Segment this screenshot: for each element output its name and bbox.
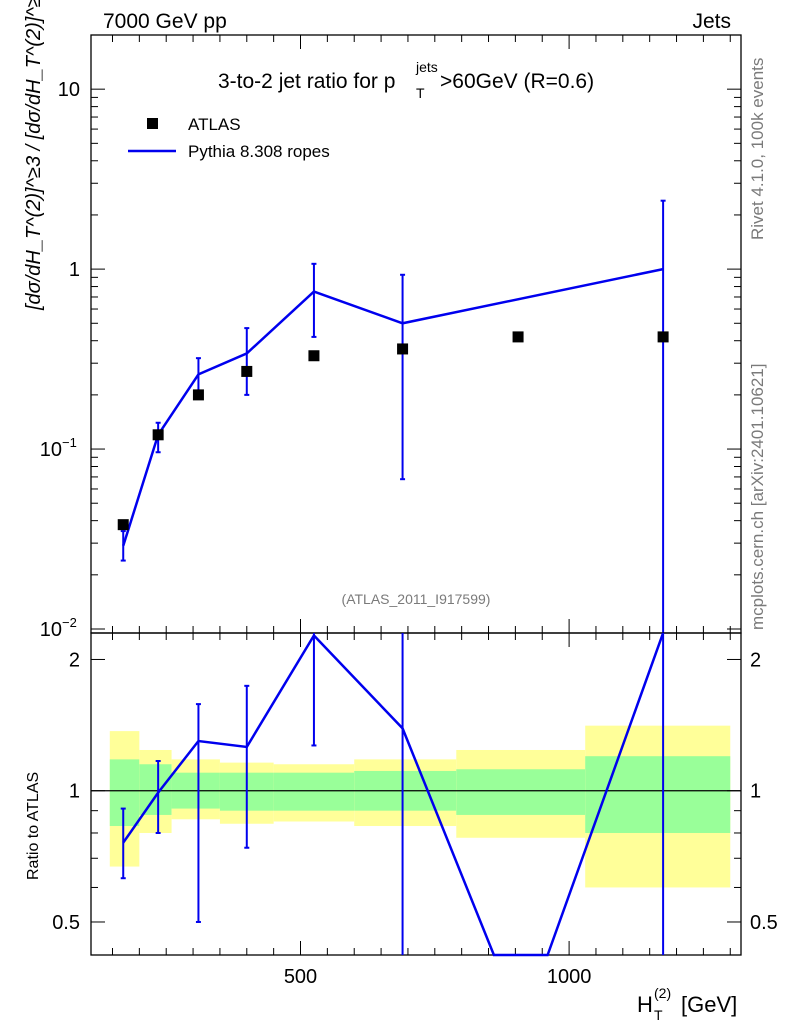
atlas-point	[117, 519, 129, 531]
rivet-info: Rivet 4.1.0, 100k events	[748, 58, 767, 240]
ratio-ytick-label: 1	[69, 781, 80, 803]
xlabel-unit: [GeV]	[681, 992, 737, 1017]
atlas-point	[308, 350, 320, 362]
atlas-point	[512, 331, 524, 343]
plot-title: 3-to-2 jet ratio for p jets T >60GeV (R=…	[218, 59, 594, 101]
ratio-xtick-label: 500	[284, 966, 317, 988]
main-ytick-label: 10	[40, 619, 62, 641]
mcplots-info: mcplots.cern.ch [arXiv:2401.10621]	[748, 364, 767, 630]
ratio-ytick-label-right: 2	[750, 649, 761, 671]
analysis-id: (ATLAS_2011_I917599)	[342, 591, 491, 607]
atlas-point	[192, 389, 204, 401]
atlas-point	[241, 365, 253, 377]
ratio-ytick-label-right: 1	[750, 781, 761, 803]
ratio-ytick-label: 0.5	[52, 912, 80, 934]
header-left: 7000 GeV pp	[103, 10, 227, 33]
main-ytick-label: 1	[69, 259, 80, 281]
atlas-point	[397, 343, 409, 355]
ratio-band-inner-1	[139, 764, 172, 815]
xlabel-sub: T	[654, 1007, 663, 1023]
legend: ATLAS Pythia 8.308 ropes	[128, 115, 330, 161]
title-sub: T	[416, 85, 425, 101]
ratio-plot-marks	[120, 632, 665, 957]
ratio-ylabel: Ratio to ATLAS	[25, 772, 42, 880]
legend-mc-label: Pythia 8.308 ropes	[188, 142, 330, 161]
main-ytick-label: 10	[58, 79, 80, 101]
legend-data-marker	[147, 118, 158, 129]
main-ylabel: [dσ/dH_T^(2)]^≥3 / [dσ/dH_T^(2)]^≥2	[23, 0, 45, 311]
ratio-plot-area: 500 1000 0.5 0.5 1 1 2 2	[52, 632, 778, 988]
title-rest: >60GeV (R=0.6)	[440, 70, 594, 93]
main-plot-marks	[117, 199, 669, 633]
legend-data-label: ATLAS	[188, 115, 241, 134]
xlabel: H T (2) [GeV]	[637, 985, 737, 1023]
main-ytick-exponent: −1	[62, 435, 77, 450]
title-main: 3-to-2 jet ratio for p	[218, 70, 395, 93]
ratio-band-inner-7	[585, 756, 731, 833]
mc-line	[122, 267, 664, 547]
ratio-line	[122, 632, 665, 957]
ratio-xtick-label: 1000	[547, 966, 592, 988]
xlabel-sup: (2)	[654, 985, 671, 1001]
main-ytick-exponent: −2	[62, 615, 77, 630]
ratio-band-inner-6	[456, 769, 586, 815]
ratio-ytick-label-right: 0.5	[750, 912, 778, 934]
atlas-point	[152, 429, 164, 441]
ratio-frame	[90, 632, 742, 956]
atlas-point	[657, 331, 669, 343]
title-sup: jets	[415, 59, 438, 75]
ratio-ytick-label: 2	[69, 649, 80, 671]
ratio-band-inner-0	[109, 759, 140, 827]
ratio-bands	[109, 725, 731, 888]
header-right: Jets	[692, 10, 731, 33]
xlabel-main: H	[637, 992, 653, 1017]
main-ytick-label: 10	[40, 439, 62, 461]
ratio-band-inner-4	[273, 772, 355, 811]
main-ylabel-text: [dσ/dH_T^(2)]^≥3 / [dσ/dH_T^(2)]^≥2	[23, 0, 45, 311]
